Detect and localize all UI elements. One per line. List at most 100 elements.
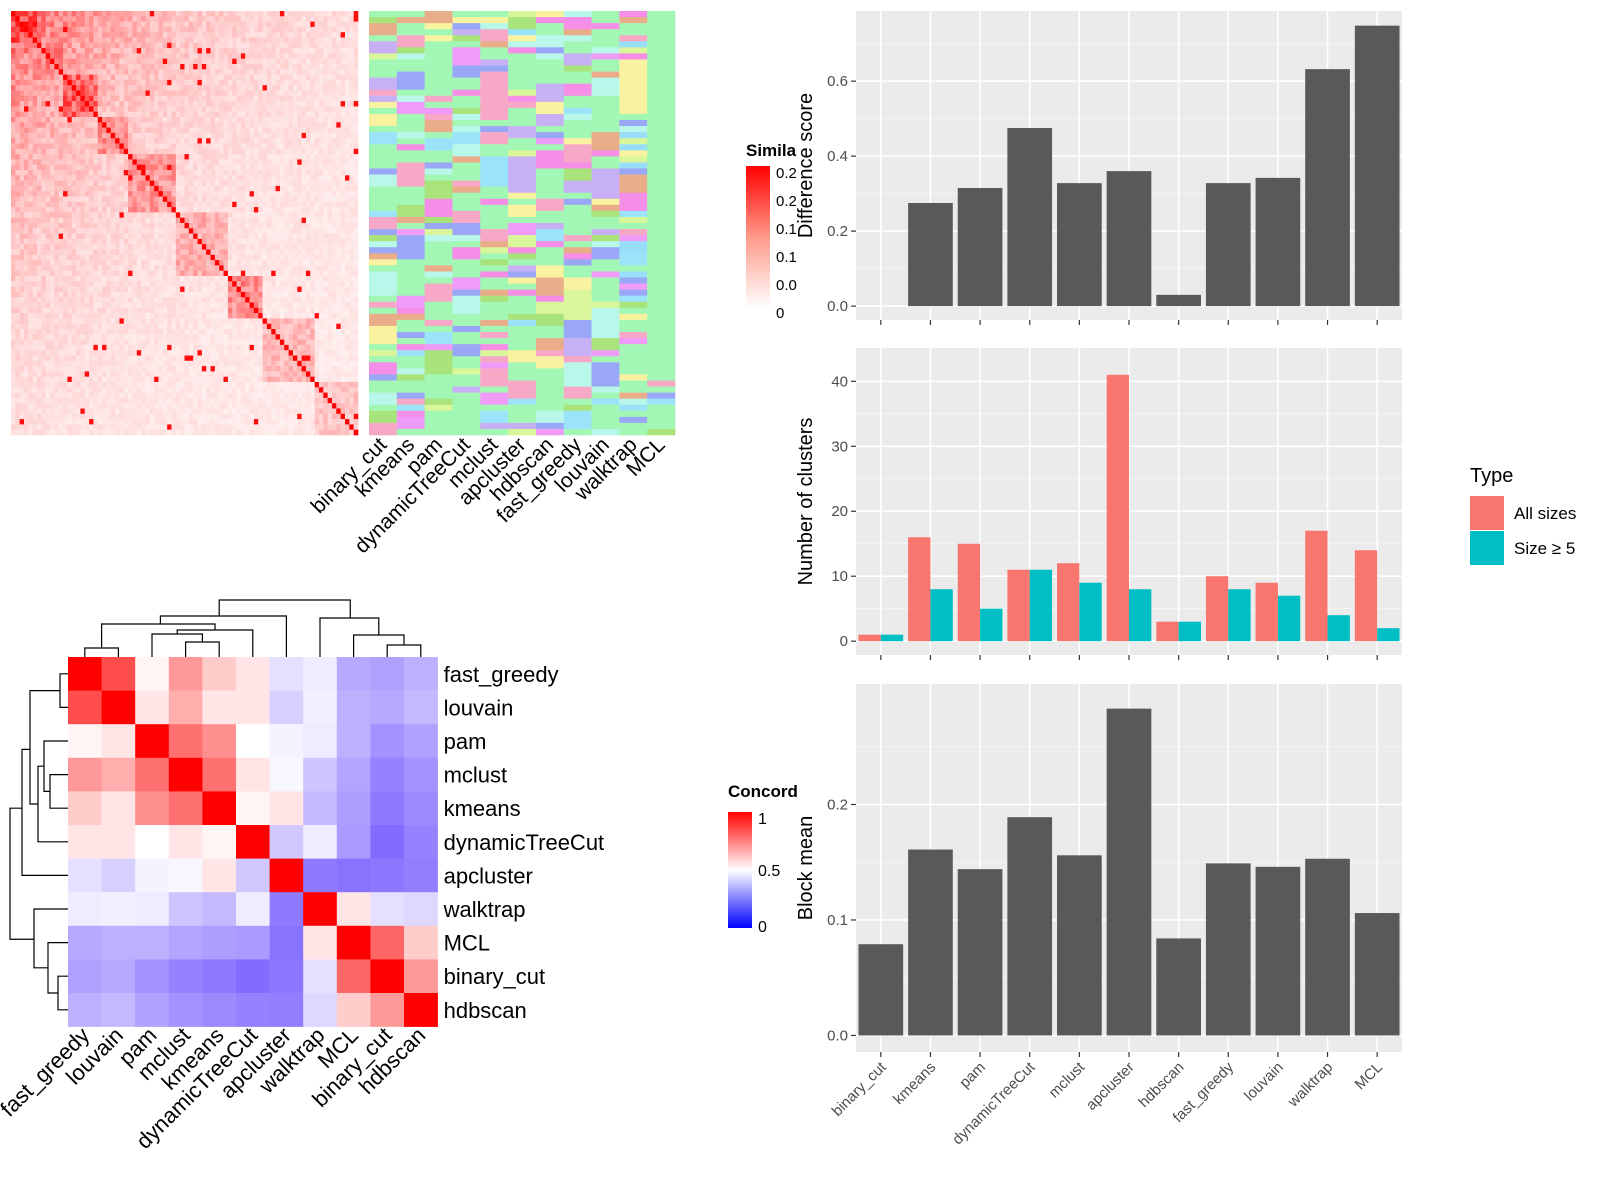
similarity-cell bbox=[349, 159, 354, 165]
similarity-cell bbox=[89, 223, 94, 229]
similarity-cell bbox=[110, 143, 116, 150]
similarity-cell bbox=[214, 90, 220, 97]
similarity-cell bbox=[344, 143, 350, 150]
similarity-cell bbox=[253, 201, 259, 208]
similarity-cell bbox=[45, 334, 51, 340]
similarity-cell bbox=[318, 201, 324, 208]
similarity-cell bbox=[50, 143, 55, 150]
similarity-cell bbox=[28, 334, 33, 340]
similarity-cell bbox=[167, 185, 172, 192]
similarity-cell bbox=[210, 48, 216, 54]
similarity-cell bbox=[63, 244, 68, 250]
similarity-cell bbox=[154, 329, 159, 335]
similarity-cell bbox=[227, 313, 233, 319]
similarity-cell bbox=[193, 307, 198, 314]
similarity-cell bbox=[76, 223, 81, 229]
similarity-cell bbox=[232, 286, 237, 293]
similarity-cell bbox=[45, 37, 51, 44]
similarity-cell bbox=[297, 127, 302, 134]
similarity-cell bbox=[258, 127, 263, 134]
similarity-cell bbox=[227, 291, 233, 298]
similarity-cell bbox=[37, 217, 42, 224]
similarity-cell bbox=[240, 297, 246, 303]
similarity-cell bbox=[84, 276, 90, 282]
similarity-cell bbox=[32, 201, 38, 208]
similarity-cell bbox=[132, 217, 138, 224]
similarity-cell bbox=[89, 117, 94, 123]
similarity-cell bbox=[318, 64, 324, 70]
similarity-cell bbox=[58, 334, 64, 340]
similarity-cell bbox=[210, 127, 216, 134]
similarity-cell bbox=[327, 185, 333, 192]
similarity-cell bbox=[201, 244, 207, 250]
similarity-cell bbox=[240, 180, 246, 187]
similarity-cell bbox=[71, 339, 77, 346]
similarity-cell bbox=[188, 196, 194, 203]
similarity-cell bbox=[84, 334, 90, 340]
similarity-cell bbox=[245, 101, 250, 107]
similarity-cell bbox=[15, 95, 20, 102]
similarity-cell bbox=[305, 191, 311, 197]
similarity-cell bbox=[344, 313, 350, 319]
similarity-cell bbox=[249, 106, 255, 112]
similarity-cell bbox=[175, 69, 181, 75]
similarity-cell bbox=[136, 249, 142, 256]
similarity-cell bbox=[123, 16, 129, 22]
similarity-cell bbox=[223, 260, 229, 266]
similarity-cell bbox=[193, 85, 198, 91]
similarity-cell bbox=[236, 281, 242, 287]
similarity-cell bbox=[236, 101, 242, 107]
similarity-cell bbox=[297, 64, 302, 70]
similarity-cell bbox=[76, 85, 81, 91]
similarity-cell bbox=[119, 260, 125, 266]
similarity-cell bbox=[232, 302, 237, 309]
similarity-cell bbox=[336, 21, 341, 28]
similarity-cell bbox=[310, 270, 315, 277]
similarity-cell bbox=[292, 69, 298, 75]
similarity-cell bbox=[314, 260, 320, 266]
similarity-cell bbox=[197, 127, 203, 134]
similarity-cell bbox=[223, 201, 229, 208]
similarity-cell bbox=[240, 207, 246, 213]
similarity-cell bbox=[219, 260, 224, 266]
similarity-cell bbox=[19, 170, 25, 176]
similarity-cell bbox=[180, 48, 185, 54]
similarity-cell bbox=[19, 334, 25, 340]
similarity-cell bbox=[318, 291, 324, 298]
similarity-cell bbox=[45, 95, 51, 102]
similarity-cell bbox=[340, 270, 346, 277]
similarity-cell bbox=[253, 244, 259, 250]
similarity-cell bbox=[201, 254, 207, 261]
similarity-cell bbox=[84, 132, 90, 139]
similarity-cell bbox=[214, 228, 220, 234]
similarity-cell bbox=[305, 143, 311, 150]
similarity-cell bbox=[249, 233, 255, 240]
similarity-cell bbox=[80, 265, 86, 271]
similarity-cell bbox=[240, 286, 246, 293]
similarity-cell bbox=[24, 138, 29, 144]
similarity-cell bbox=[58, 244, 64, 250]
similarity-cell bbox=[340, 138, 346, 144]
similarity-cell bbox=[19, 159, 25, 165]
similarity-cell bbox=[145, 249, 151, 256]
similarity-cell bbox=[115, 307, 120, 314]
similarity-cell bbox=[19, 260, 25, 266]
similarity-cell bbox=[206, 37, 211, 44]
similarity-cell bbox=[80, 212, 86, 218]
similarity-cell bbox=[310, 64, 315, 70]
similarity-cell bbox=[284, 90, 289, 97]
similarity-cell bbox=[197, 11, 203, 17]
similarity-cell bbox=[232, 79, 237, 86]
similarity-cell bbox=[97, 138, 103, 144]
similarity-cell bbox=[76, 95, 81, 102]
similarity-cell bbox=[275, 270, 281, 277]
similarity-cell bbox=[106, 16, 112, 22]
similarity-cell bbox=[149, 233, 155, 240]
similarity-cell bbox=[167, 132, 172, 139]
similarity-cell bbox=[119, 138, 125, 144]
similarity-cell bbox=[284, 117, 289, 123]
similarity-cell bbox=[67, 132, 73, 139]
similarity-cell bbox=[197, 138, 203, 144]
similarity-cell bbox=[258, 154, 263, 160]
similarity-cell bbox=[145, 148, 151, 155]
